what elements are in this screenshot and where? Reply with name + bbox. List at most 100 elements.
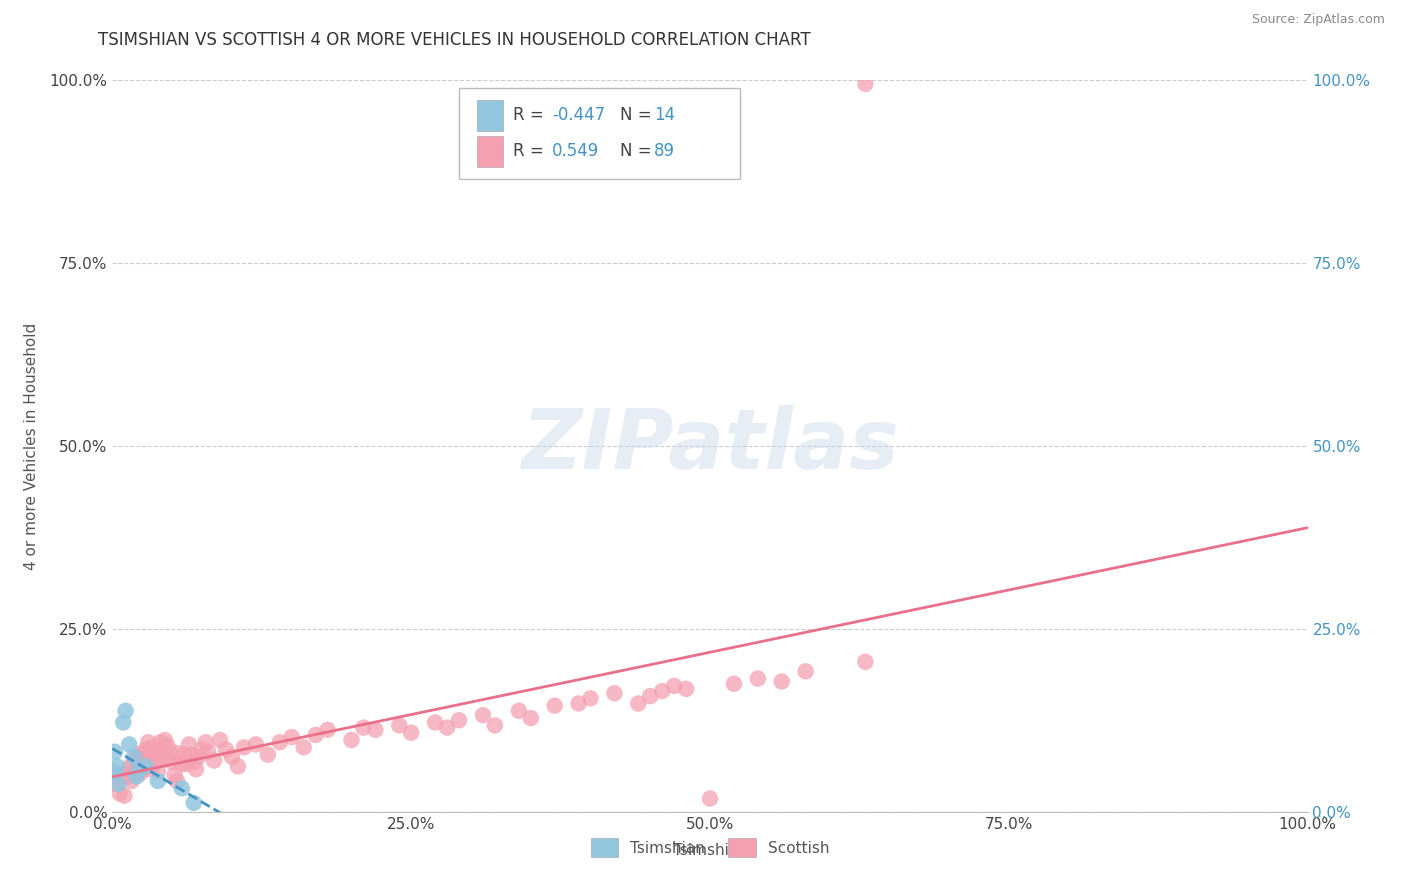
Point bbox=[114, 704, 136, 718]
Point bbox=[122, 755, 145, 769]
Point bbox=[152, 749, 174, 764]
Point bbox=[153, 733, 176, 747]
Point bbox=[194, 735, 217, 749]
Text: R =: R = bbox=[513, 106, 548, 124]
Text: TSIMSHIAN VS SCOTTISH 4 OR MORE VEHICLES IN HOUSEHOLD CORRELATION CHART: TSIMSHIAN VS SCOTTISH 4 OR MORE VEHICLES… bbox=[98, 31, 811, 49]
Point bbox=[108, 787, 131, 801]
Point bbox=[118, 738, 141, 752]
Point bbox=[226, 759, 249, 773]
Point bbox=[163, 768, 186, 782]
Point bbox=[183, 796, 205, 810]
FancyBboxPatch shape bbox=[477, 100, 503, 131]
Point bbox=[118, 762, 141, 776]
Point bbox=[127, 761, 149, 775]
Point bbox=[104, 777, 127, 791]
Point bbox=[170, 781, 193, 796]
Point bbox=[186, 762, 208, 776]
Text: ZIPatlas: ZIPatlas bbox=[522, 406, 898, 486]
Text: Source: ZipAtlas.com: Source: ZipAtlas.com bbox=[1251, 13, 1385, 27]
Point bbox=[197, 745, 219, 759]
Point bbox=[112, 715, 135, 730]
Point bbox=[131, 759, 153, 773]
FancyBboxPatch shape bbox=[458, 87, 740, 179]
Point bbox=[352, 721, 374, 735]
Point bbox=[104, 745, 127, 759]
Point bbox=[794, 665, 817, 679]
Point bbox=[115, 770, 138, 784]
Text: 89: 89 bbox=[654, 142, 675, 161]
Point bbox=[627, 697, 650, 711]
Point bbox=[245, 738, 267, 752]
Point bbox=[191, 742, 214, 756]
Point bbox=[747, 672, 769, 686]
Point bbox=[176, 757, 198, 772]
Point bbox=[209, 733, 232, 747]
Legend: Tsimshian, Scottish: Tsimshian, Scottish bbox=[582, 830, 838, 866]
Point bbox=[128, 762, 150, 776]
Point bbox=[675, 681, 697, 696]
Point bbox=[107, 777, 129, 791]
Point bbox=[167, 746, 190, 760]
Point bbox=[132, 762, 155, 776]
Point bbox=[233, 740, 256, 755]
Point bbox=[472, 708, 495, 723]
Point bbox=[401, 725, 423, 739]
Point bbox=[166, 774, 188, 789]
Text: 0.549: 0.549 bbox=[553, 142, 599, 161]
Point bbox=[447, 714, 470, 728]
Point bbox=[103, 764, 125, 779]
Text: N =: N = bbox=[620, 142, 657, 161]
Point bbox=[257, 747, 280, 762]
Point bbox=[120, 759, 142, 773]
Point bbox=[215, 742, 238, 756]
Point bbox=[305, 728, 328, 742]
Point bbox=[484, 718, 506, 732]
Point bbox=[129, 746, 152, 760]
Point bbox=[651, 684, 673, 698]
Text: N =: N = bbox=[620, 106, 657, 124]
Point bbox=[135, 742, 157, 756]
Point bbox=[543, 698, 565, 713]
Point bbox=[723, 676, 745, 690]
Point bbox=[269, 735, 291, 749]
Text: -0.447: -0.447 bbox=[553, 106, 606, 124]
Point bbox=[138, 735, 160, 749]
Point bbox=[855, 77, 877, 91]
Point bbox=[125, 770, 148, 784]
Point bbox=[388, 718, 411, 732]
Point bbox=[568, 697, 591, 711]
Point bbox=[183, 755, 205, 769]
Point bbox=[162, 755, 183, 769]
Point bbox=[364, 723, 387, 737]
Point bbox=[202, 754, 225, 768]
Point bbox=[156, 739, 179, 753]
Point bbox=[125, 749, 148, 764]
Point bbox=[855, 655, 877, 669]
Point bbox=[177, 738, 200, 752]
Point bbox=[146, 764, 169, 779]
Y-axis label: 4 or more Vehicles in Household: 4 or more Vehicles in Household bbox=[24, 322, 38, 570]
Point bbox=[170, 757, 193, 772]
Point bbox=[142, 747, 165, 762]
Text: 14: 14 bbox=[654, 106, 675, 124]
Point bbox=[436, 721, 458, 735]
Point bbox=[105, 759, 128, 773]
Point bbox=[114, 789, 135, 803]
Point bbox=[139, 762, 162, 776]
Point bbox=[159, 745, 181, 759]
Point bbox=[180, 747, 202, 762]
Point bbox=[425, 715, 447, 730]
Point bbox=[122, 749, 145, 764]
Point bbox=[187, 749, 209, 764]
Point bbox=[603, 686, 626, 700]
Point bbox=[520, 711, 543, 725]
FancyBboxPatch shape bbox=[477, 136, 503, 167]
Point bbox=[155, 752, 177, 766]
Point bbox=[135, 759, 157, 773]
Point bbox=[664, 679, 686, 693]
Point bbox=[121, 774, 143, 789]
Point bbox=[221, 749, 243, 764]
Point bbox=[149, 735, 172, 749]
Point bbox=[640, 689, 662, 703]
Text: R =: R = bbox=[513, 142, 548, 161]
